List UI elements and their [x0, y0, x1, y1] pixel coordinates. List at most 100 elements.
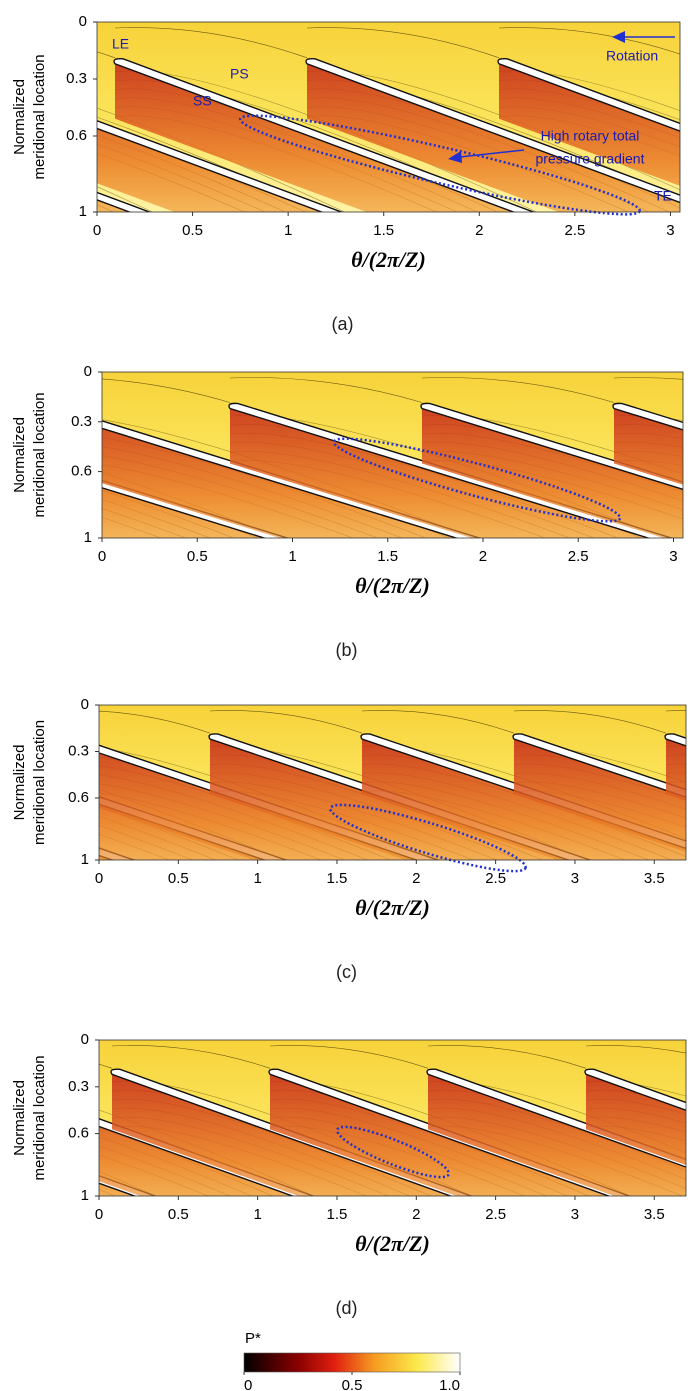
contour-plot: 0 0.5 1 1.5 2 2.5 3 3.5 0 0.3 0.6 1 Normalized meridi… — [0, 696, 687, 982]
annotation: PS — [230, 66, 249, 82]
x-tick-label: 1.5 — [373, 222, 394, 239]
blade — [99, 1175, 158, 1196]
x-tick-label: 1.5 — [327, 1206, 348, 1223]
annotation: pressure gradient — [536, 151, 645, 167]
high-pressure-band — [614, 408, 683, 485]
annotation: TE — [654, 188, 672, 204]
x-tick-label: 2 — [412, 870, 420, 887]
x-tick-label: 2 — [479, 548, 487, 565]
x-tick-label: 2.5 — [485, 1206, 506, 1223]
blade — [305, 57, 680, 204]
blade — [497, 57, 680, 132]
upper-contour — [513, 710, 667, 734]
x-axis-label: θ/(2π/Z) — [355, 573, 430, 598]
x-tick-label: 1 — [253, 1206, 261, 1223]
x-tick-label: 0.5 — [168, 870, 189, 887]
y-tick-label: 0.6 — [68, 1125, 89, 1142]
y-tick-label: 0.3 — [68, 1078, 89, 1095]
upper-contour — [209, 710, 363, 734]
x-tick-label: 0.5 — [187, 548, 208, 565]
upper-contour — [665, 710, 686, 712]
contour-field — [0, 705, 686, 860]
x-tick-label: 2.5 — [568, 548, 589, 565]
upper-contour — [102, 378, 231, 403]
blade — [113, 57, 536, 212]
upper-contour — [421, 377, 615, 403]
x-tick-label: 3 — [571, 870, 579, 887]
blade — [612, 402, 683, 431]
contour-line — [97, 107, 346, 212]
y-axis-label: meridional location — [31, 720, 48, 845]
high-pressure-band — [307, 63, 680, 212]
y-axis-label: Normalized — [11, 1080, 28, 1156]
y-tick-label: 0 — [79, 13, 87, 30]
upper-contour — [613, 377, 683, 380]
gradient-region — [238, 114, 642, 216]
x-tick-label: 3 — [571, 1206, 579, 1223]
contour-field — [99, 1040, 686, 1196]
upper-contour — [0, 710, 58, 733]
x-tick-label: 1 — [253, 870, 261, 887]
upper-contour — [114, 27, 308, 59]
x-axis-label: θ/(2π/Z) — [355, 895, 430, 920]
x-tick-label: 2.5 — [564, 222, 585, 239]
x-tick-label: 3 — [669, 548, 677, 565]
y-tick-label: 0.6 — [66, 127, 87, 144]
x-tick-label: 2 — [475, 222, 483, 239]
panel-label: (b) — [336, 640, 358, 660]
high-pressure-band — [102, 428, 459, 538]
upper-contour — [229, 377, 423, 403]
y-tick-label: 0.3 — [66, 70, 87, 87]
colorbar — [243, 1352, 461, 1373]
upper-contour — [99, 710, 211, 734]
x-tick-label: 2 — [412, 1206, 420, 1223]
contour-field — [97, 22, 680, 212]
annotation: High rotary total — [541, 128, 640, 144]
upper-contour — [585, 1045, 686, 1054]
x-tick-label: 0.5 — [182, 222, 203, 239]
y-axis-label: meridional location — [31, 1055, 48, 1180]
x-tick-label: 1 — [288, 548, 296, 565]
x-tick-label: 1.5 — [377, 548, 398, 565]
x-tick-label: 3.5 — [644, 870, 665, 887]
gradient-region — [329, 803, 527, 873]
x-tick-label: 0 — [93, 222, 101, 239]
annotation: SS — [193, 93, 212, 109]
high-pressure-band — [230, 408, 651, 538]
panel-label: (a) — [332, 314, 354, 334]
contour-plot: 0 0.5 1 1.5 2 2.5 3 3.5 0 0.3 0.6 1 Normalized meridi… — [11, 1031, 687, 1318]
plot-frame — [101, 371, 684, 539]
y-tick-label: 1 — [81, 851, 89, 868]
plot-frame — [98, 704, 687, 861]
x-tick-label: 1.5 — [327, 870, 348, 887]
y-axis-label: meridional location — [31, 54, 48, 179]
contour-field — [102, 372, 683, 538]
arrow-head — [612, 31, 625, 43]
blade — [426, 1068, 686, 1168]
blade — [512, 733, 686, 798]
y-tick-label: 0.6 — [71, 463, 92, 480]
colorbar-tick-label: 1.0 — [439, 1377, 460, 1391]
blade — [664, 733, 686, 747]
x-tick-label: 2.5 — [485, 870, 506, 887]
y-tick-label: 1 — [84, 529, 92, 546]
upper-contour — [427, 1045, 587, 1069]
x-tick-label: 1 — [284, 222, 292, 239]
high-pressure-band — [586, 1074, 686, 1166]
colorbar-title: P* — [245, 1330, 261, 1347]
y-tick-label: 0 — [81, 696, 89, 713]
x-tick-label: 0 — [95, 870, 103, 887]
high-pressure-band — [428, 1074, 686, 1196]
panel-label: (c) — [336, 962, 357, 982]
y-axis-label: Normalized — [11, 79, 28, 155]
high-pressure-band — [362, 739, 686, 860]
blade — [420, 402, 683, 491]
y-axis-label: meridional location — [31, 392, 48, 517]
annotation: Rotation — [606, 48, 658, 64]
x-tick-label: 0 — [98, 548, 106, 565]
colorbar-tick-label: 0.5 — [342, 1377, 363, 1391]
y-axis-label: Normalized — [11, 745, 28, 821]
high-pressure-band — [102, 487, 267, 538]
high-pressure-band — [666, 739, 686, 801]
